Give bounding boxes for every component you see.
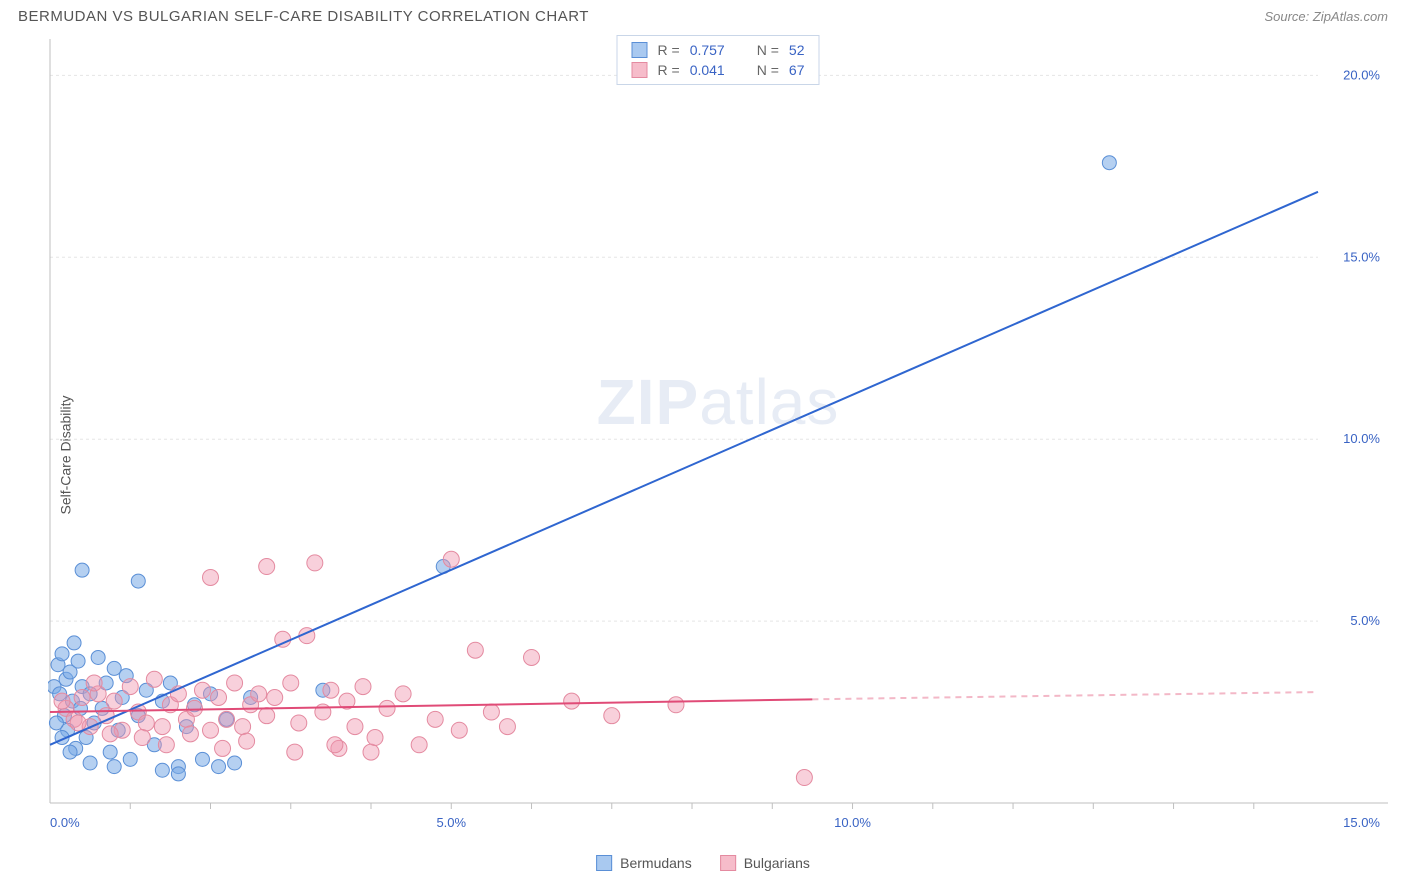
svg-text:5.0%: 5.0% xyxy=(1350,613,1380,628)
legend-item: Bermudans xyxy=(596,855,692,871)
svg-text:10.0%: 10.0% xyxy=(834,815,871,830)
legend-stats-row: R = 0.757 N = 52 xyxy=(618,40,819,60)
n-value: 52 xyxy=(789,42,805,58)
legend-stats: R = 0.757 N = 52 R = 0.041 N = 67 xyxy=(617,35,820,85)
swatch-icon xyxy=(632,62,648,78)
n-label: N = xyxy=(757,62,779,78)
legend-label: Bulgarians xyxy=(744,855,810,871)
source-label: Source: ZipAtlas.com xyxy=(1264,9,1388,24)
legend-item: Bulgarians xyxy=(720,855,810,871)
swatch-icon xyxy=(632,42,648,58)
svg-text:5.0%: 5.0% xyxy=(436,815,466,830)
r-value: 0.757 xyxy=(690,42,725,58)
chart-container: Self-Care Disability ZIPatlas R = 0.757 … xyxy=(0,31,1406,879)
svg-text:15.0%: 15.0% xyxy=(1343,249,1380,264)
n-label: N = xyxy=(757,42,779,58)
svg-text:0.0%: 0.0% xyxy=(50,815,80,830)
plot-area: ZIPatlas R = 0.757 N = 52 R = 0.041 N = … xyxy=(48,35,1388,833)
legend-stats-row: R = 0.041 N = 67 xyxy=(618,60,819,80)
chart-svg: 5.0% 10.0% 15.0% 20.0% 0.0% 5.0% 10.0% 15.0% xyxy=(48,35,1388,833)
swatch-icon xyxy=(596,855,612,871)
r-label: R = xyxy=(658,42,680,58)
svg-text:15.0%: 15.0% xyxy=(1343,815,1380,830)
svg-text:10.0%: 10.0% xyxy=(1343,431,1380,446)
r-label: R = xyxy=(658,62,680,78)
legend-series: Bermudans Bulgarians xyxy=(596,855,810,871)
chart-title: BERMUDAN VS BULGARIAN SELF-CARE DISABILI… xyxy=(18,8,589,25)
r-value: 0.041 xyxy=(690,62,725,78)
n-value: 67 xyxy=(789,62,805,78)
legend-label: Bermudans xyxy=(620,855,692,871)
swatch-icon xyxy=(720,855,736,871)
svg-text:20.0%: 20.0% xyxy=(1343,67,1380,82)
